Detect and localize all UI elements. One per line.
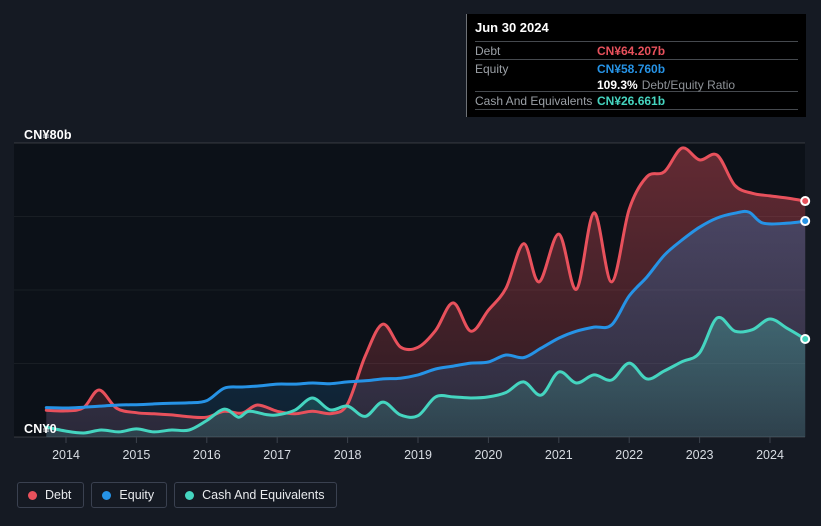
tooltip-debt-value: CN¥64.207b [597, 43, 666, 58]
end-dot-equity[interactable] [800, 216, 811, 227]
x-axis-label-2018: 2018 [333, 448, 362, 462]
tooltip-cash-label: Cash And Equivalents [475, 93, 593, 108]
debt-series-dot-icon [28, 490, 37, 500]
tooltip-equity-value: CN¥58.760b [597, 62, 666, 76]
legend-item-debt[interactable]: Debt [17, 482, 85, 508]
x-axis-label-2022: 2022 [615, 448, 644, 462]
cash-series-dot-icon [185, 490, 195, 500]
x-axis-label-2020: 2020 [474, 448, 503, 462]
chart-area-cash-and-equivalents [46, 317, 806, 437]
legend-label-cash: Cash And Equivalents [202, 488, 325, 502]
chart-line-equity[interactable] [44, 209, 807, 410]
x-axis-label-2023: 2023 [685, 448, 714, 462]
legend-item-equity[interactable]: Equity [91, 482, 168, 508]
x-axis-label-2019: 2019 [404, 448, 432, 462]
x-axis-label-2016: 2016 [192, 448, 221, 462]
x-axis-label-2021: 2021 [544, 448, 573, 462]
end-dot-debt[interactable] [800, 196, 811, 207]
tooltip-row-cash: Cash And Equivalents CN¥26.661b [475, 92, 798, 110]
chart-legend: Debt Equity Cash And Equivalents [17, 482, 338, 508]
tooltip-ratio-label: Debt/Equity Ratio [641, 77, 736, 92]
tooltip-row-ratio: 109.3% Debt/Equity Ratio [475, 78, 798, 92]
chart-line-debt[interactable] [44, 146, 807, 420]
tooltip-row-debt: Debt CN¥64.207b [475, 42, 798, 60]
x-axis-label-2024: 2024 [756, 448, 784, 462]
chart-line-cash-and-equivalents[interactable] [44, 315, 807, 435]
tooltip-date: Jun 30 2024 [475, 14, 798, 42]
tooltip-row-equity: Equity CN¥58.760b [475, 60, 798, 78]
x-axis-label-2017: 2017 [263, 448, 292, 462]
tooltip-cash-value: CN¥26.661b [597, 93, 666, 108]
tooltip-equity-label: Equity [475, 62, 509, 76]
legend-label-equity: Equity [119, 488, 155, 502]
equity-series-dot-icon [102, 490, 112, 500]
x-axis-label-2014: 2014 [52, 448, 80, 462]
legend-item-cash[interactable]: Cash And Equivalents [174, 482, 338, 508]
y-axis-label-top: CN¥80b [24, 128, 72, 142]
y-axis-label-zero: CN¥0 [24, 422, 57, 436]
legend-label-debt: Debt [45, 488, 72, 502]
chart-tooltip: Jun 30 2024 Debt CN¥64.207b Equity CN¥58… [466, 14, 806, 117]
tooltip-debt-label: Debt [475, 43, 501, 58]
end-dot-cash-and-equivalents[interactable] [800, 334, 811, 345]
x-axis-label-2015: 2015 [122, 448, 151, 462]
tooltip-ratio-value: 109.3% [597, 77, 638, 92]
